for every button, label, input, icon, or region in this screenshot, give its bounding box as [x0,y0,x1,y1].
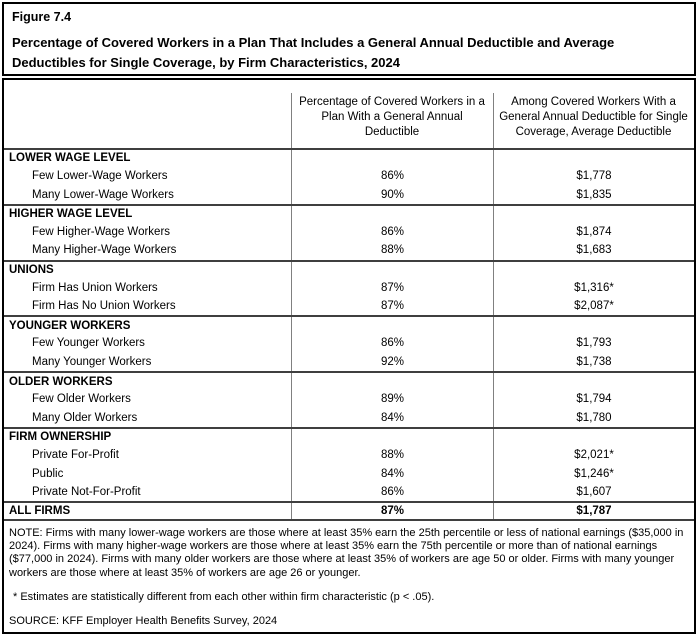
section-header-row: UNIONS [4,259,694,279]
table-body: LOWER WAGE LEVEL Few Lower-Wage Workers 86… [4,148,694,502]
section-empty-cell [291,150,493,167]
row-deductible: $1,683 [493,241,694,260]
row-label: Few Older Workers [32,393,131,406]
all-firms-percentage: 87% [291,503,493,519]
section-header-row: LOWER WAGE LEVEL [4,148,694,167]
section-empty-cell [291,205,493,223]
deductible-table: Percentage of Covered Workers in a Plan … [2,78,696,634]
column-header-average-deductible: Among Covered Workers With a General Ann… [492,80,694,149]
row-deductible: $1,780 [493,408,694,428]
row-percentage: 88% [291,241,493,260]
figure-label: Figure 7.4 [12,10,72,24]
section-header-row: HIGHER WAGE LEVEL [4,203,694,223]
row-deductible: $1,778 [493,166,694,186]
table-row: Private For-Profit 88% $2,021* [4,445,694,465]
row-percentage: 90% [291,185,493,204]
row-deductible: $1,607 [493,482,694,502]
row-deductible: $1,316* [493,278,694,297]
table-row: Public 84% $1,246* [4,464,694,483]
section-label: YOUNGER WORKERS [9,319,131,332]
row-percentage: 87% [291,278,493,297]
table-row: Many Higher-Wage Workers 88% $1,683 [4,241,694,260]
all-firms-label: ALL FIRMS [9,504,71,517]
column-header-percentage-with-deductible: Percentage of Covered Workers in a Plan … [290,80,493,149]
row-label: Few Lower-Wage Workers [32,170,168,183]
note-text: NOTE: Firms with many lower-wage workers… [9,526,684,579]
row-deductible: $1,874 [493,222,694,242]
section-empty-cell [291,373,493,390]
row-label: Many Younger Workers [32,355,152,368]
row-deductible: $1,246* [493,464,694,483]
table-row: Firm Has Union Workers 87% $1,316* [4,278,694,297]
row-label: Many Higher-Wage Workers [32,244,177,257]
table-header-row: Percentage of Covered Workers in a Plan … [4,80,694,149]
table-row: Firm Has No Union Workers 87% $2,087* [4,296,694,316]
row-percentage: 86% [291,482,493,502]
table-row: Many Younger Workers 92% $1,738 [4,352,694,372]
all-firms-row: ALL FIRMS 87% $1,787 [4,501,694,521]
row-percentage: 84% [291,464,493,483]
column-header-firm-characteristic [4,80,291,148]
source-text: SOURCE: KFF Employer Health Benefits Sur… [9,614,278,627]
row-label: Private For-Profit [32,448,119,461]
figure-title-box: Figure 7.4 Percentage of Covered Workers… [2,2,696,76]
row-deductible: $1,835 [493,185,694,204]
row-percentage: 86% [291,334,493,353]
row-label: Public [32,467,64,480]
row-label: Few Higher-Wage Workers [32,225,171,238]
table-row: Many Older Workers 84% $1,780 [4,408,694,428]
section-empty-cell [493,373,694,390]
section-label: LOWER WAGE LEVEL [9,152,131,165]
row-percentage: 86% [291,166,493,186]
row-deductible: $1,793 [493,334,694,353]
table-row: Few Younger Workers 86% $1,793 [4,334,694,353]
row-label: Few Younger Workers [32,337,145,350]
section-header-row: FIRM OWNERSHIP [4,427,694,446]
row-label: Firm Has No Union Workers [32,300,176,313]
row-percentage: 89% [291,389,493,409]
all-firms-deductible: $1,787 [493,503,694,519]
section-empty-cell [493,429,694,446]
row-label: Many Lower-Wage Workers [32,188,174,201]
section-empty-cell [291,317,493,335]
section-label: OLDER WORKERS [9,375,113,388]
figure-title: Percentage of Covered Workers in a Plan … [12,35,615,70]
section-label: HIGHER WAGE LEVEL [9,208,133,221]
row-label: Private Not-For-Profit [32,486,141,499]
row-deductible: $1,794 [493,389,694,409]
section-header-row: YOUNGER WORKERS [4,315,694,335]
section-label: FIRM OWNERSHIP [9,431,112,444]
table-row: Many Lower-Wage Workers 90% $1,835 [4,185,694,204]
notes-area: NOTE: Firms with many lower-wage workers… [4,521,694,632]
row-deductible: $2,021* [493,445,694,465]
row-percentage: 84% [291,408,493,428]
row-deductible: $1,738 [493,352,694,372]
row-percentage: 86% [291,222,493,242]
row-label: Firm Has Union Workers [32,281,158,294]
table-row: Few Higher-Wage Workers 86% $1,874 [4,222,694,242]
section-empty-cell [291,261,493,279]
section-empty-cell [493,261,694,279]
table-row: Few Older Workers 89% $1,794 [4,389,694,409]
section-header-row: OLDER WORKERS [4,371,694,390]
section-empty-cell [493,150,694,167]
section-empty-cell [493,317,694,335]
row-percentage: 92% [291,352,493,372]
table-row: Private Not-For-Profit 86% $1,607 [4,482,694,502]
row-label: Many Older Workers [32,411,138,424]
section-empty-cell [291,429,493,446]
section-empty-cell [493,205,694,223]
footnote-text: * Estimates are statistically different … [13,591,435,604]
row-percentage: 87% [291,296,493,316]
section-label: UNIONS [9,264,54,276]
row-percentage: 88% [291,445,493,465]
row-deductible: $2,087* [493,296,694,316]
table-row: Few Lower-Wage Workers 86% $1,778 [4,166,694,186]
